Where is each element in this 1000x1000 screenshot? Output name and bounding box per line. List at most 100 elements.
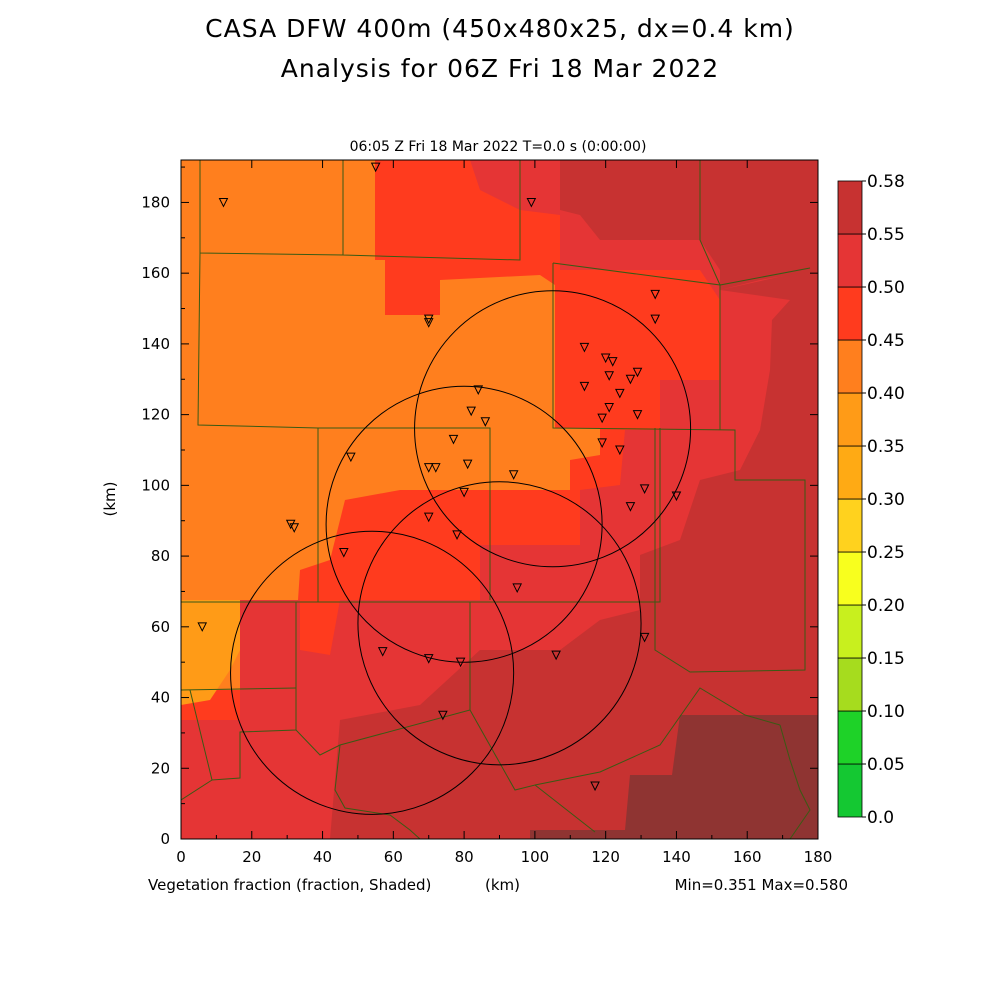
station-marker bbox=[590, 781, 600, 792]
x-axis-unit-label: (km) bbox=[485, 876, 520, 894]
station-marker bbox=[600, 353, 611, 364]
x-tick-label: 180 bbox=[804, 848, 833, 866]
station-marker bbox=[438, 710, 448, 721]
colorbar-segment bbox=[837, 180, 863, 235]
y-tick-label: 140 bbox=[141, 335, 170, 353]
y-axis: 0 20 40 60 80 100 120 140 160 180 bbox=[141, 166, 818, 848]
station-marker bbox=[218, 197, 229, 208]
station-marker bbox=[639, 484, 650, 495]
colorbar-segment bbox=[837, 392, 863, 447]
colorbar-label: 0.40 bbox=[867, 384, 905, 404]
y-tick-label: 100 bbox=[141, 476, 170, 494]
x-tick-label: 120 bbox=[591, 848, 620, 866]
main-title-line2: Analysis for 06Z Fri 18 Mar 2022 bbox=[280, 54, 720, 83]
vegetation-band-050-055 bbox=[330, 270, 818, 839]
field-label: Vegetation fraction (fraction, Shaded) bbox=[148, 876, 431, 894]
x-tick-label: 140 bbox=[662, 848, 691, 866]
station-marker bbox=[615, 445, 625, 456]
colorbar-label: 0.58 bbox=[867, 172, 905, 192]
station-marker bbox=[597, 438, 607, 449]
subtitle: 06:05 Z Fri 18 Mar 2022 T=0.0 s (0:00:00… bbox=[350, 139, 647, 155]
station-marker bbox=[526, 197, 537, 208]
colorbar-label: 0.0 bbox=[867, 808, 894, 828]
station-marker bbox=[377, 647, 388, 657]
radar-circle-3 bbox=[357, 481, 642, 766]
station-marker bbox=[289, 523, 300, 533]
colorbar: 0.0 0.05 0.10 0.15 0.20 0.25 0.30 0.35 0.40 0.45 0… bbox=[837, 172, 905, 828]
colorbar-label: 0.25 bbox=[867, 543, 905, 563]
vegetation-band-035-040 bbox=[181, 160, 600, 690]
radar-circle-4 bbox=[230, 530, 515, 815]
y-tick-label: 80 bbox=[151, 547, 170, 565]
station-marker bbox=[462, 459, 473, 470]
radar-range-circles bbox=[230, 290, 692, 815]
station-marker bbox=[508, 470, 519, 480]
station-marker bbox=[423, 654, 434, 664]
main-title-line1: CASA DFW 400m (450x480x25, dx=0.4 km) bbox=[205, 14, 795, 43]
colorbar-label: 0.45 bbox=[867, 331, 905, 351]
min-max-stats: Min=0.351 Max=0.580 bbox=[675, 876, 848, 894]
x-tick-label: 60 bbox=[384, 848, 403, 866]
station-marker bbox=[650, 314, 661, 325]
station-marker bbox=[607, 357, 618, 367]
x-tick-label: 80 bbox=[455, 848, 474, 866]
colorbar-label: 0.10 bbox=[867, 702, 905, 722]
colorbar-segment bbox=[837, 710, 863, 765]
station-marker bbox=[466, 406, 476, 417]
colorbar-label: 0.50 bbox=[867, 278, 905, 298]
station-marker bbox=[423, 512, 434, 523]
vegetation-band-030-035 bbox=[181, 600, 240, 705]
station-marker bbox=[604, 403, 615, 413]
y-tick-label: 160 bbox=[141, 264, 170, 282]
colorbar-segment bbox=[837, 551, 863, 606]
colorbar-segment bbox=[837, 604, 863, 659]
station-marker bbox=[370, 162, 381, 173]
colorbar-segment bbox=[837, 233, 863, 288]
station-marker bbox=[604, 371, 615, 381]
colorbar-segment bbox=[837, 445, 863, 500]
radar-circle-1 bbox=[414, 290, 692, 568]
radar-circle-2 bbox=[325, 385, 603, 663]
station-marker bbox=[615, 388, 625, 399]
station-marker bbox=[625, 374, 636, 385]
station-marker bbox=[632, 410, 643, 420]
x-tick-label: 160 bbox=[733, 848, 762, 866]
station-marker bbox=[579, 342, 590, 353]
station-marker bbox=[430, 463, 441, 473]
colorbar-label: 0.15 bbox=[867, 649, 905, 669]
station-marker bbox=[448, 434, 459, 445]
observation-stations bbox=[197, 162, 682, 792]
colorbar-label: 0.35 bbox=[867, 437, 905, 457]
station-marker bbox=[632, 367, 643, 378]
y-tick-label: 40 bbox=[151, 689, 170, 707]
station-marker bbox=[597, 413, 607, 424]
station-marker bbox=[346, 452, 356, 463]
x-tick-label: 20 bbox=[242, 848, 261, 866]
station-marker bbox=[480, 417, 491, 427]
colorbar-segment bbox=[837, 763, 863, 818]
colorbar-segment bbox=[837, 286, 863, 341]
y-tick-label: 180 bbox=[141, 193, 170, 211]
colorbar-label: 0.05 bbox=[867, 755, 905, 775]
station-marker bbox=[671, 491, 682, 502]
station-marker bbox=[625, 502, 636, 512]
colorbar-label: 0.20 bbox=[867, 596, 905, 616]
colorbar-label: 0.30 bbox=[867, 490, 905, 510]
vegetation-band-055-058 bbox=[530, 715, 818, 839]
station-marker bbox=[579, 381, 590, 392]
station-marker bbox=[512, 583, 523, 594]
colorbar-segment bbox=[837, 339, 863, 394]
y-axis-unit-label: (km) bbox=[101, 481, 119, 516]
station-marker bbox=[639, 632, 650, 643]
y-tick-label: 0 bbox=[160, 830, 170, 848]
station-marker bbox=[423, 318, 434, 328]
colorbar-segment bbox=[837, 657, 863, 712]
station-marker bbox=[459, 487, 469, 498]
x-tick-label: 0 bbox=[176, 848, 186, 866]
x-tick-label: 100 bbox=[521, 848, 550, 866]
colorbar-segment bbox=[837, 498, 863, 553]
y-tick-label: 120 bbox=[141, 406, 170, 424]
colorbar-label: 0.55 bbox=[867, 225, 905, 245]
x-tick-label: 40 bbox=[313, 848, 332, 866]
